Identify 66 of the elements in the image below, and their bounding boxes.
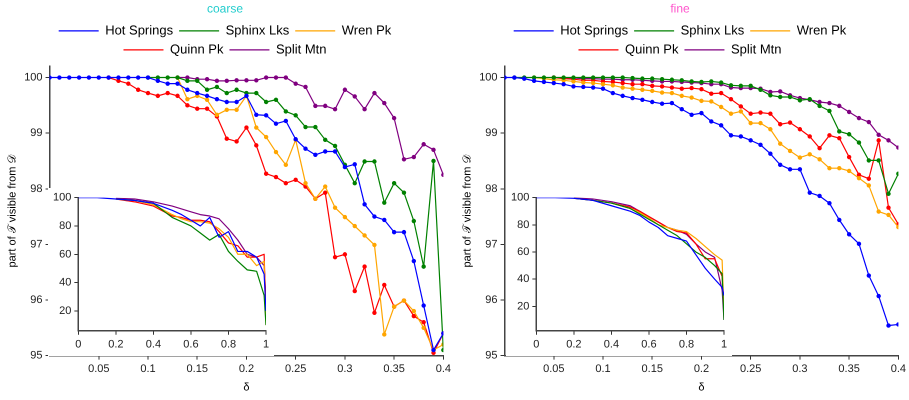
x-tick-label: 0.2 — [566, 338, 582, 350]
legend-label: Wren Pk — [342, 22, 392, 38]
x-tick-label: 0.3 — [337, 363, 353, 376]
legend-label: Split Mtn — [276, 41, 327, 56]
x-tick-label: 0.05 — [88, 363, 110, 376]
y-tick-label: 80 — [517, 218, 530, 231]
legend-label: Hot Springs — [105, 22, 174, 38]
y-tick-label: 100 — [510, 192, 530, 204]
legend-label: Hot Springs — [560, 22, 629, 38]
x-tick-label: 0.15 — [642, 363, 663, 376]
y-tick-label: 99 — [30, 127, 43, 140]
y-tick-label: 100 — [24, 72, 43, 84]
y-tick-label: 97 — [485, 238, 498, 250]
y-tick-label: 40 — [59, 276, 72, 289]
x-tick-label: 0.2 — [238, 363, 254, 376]
y-tick-label: 100 — [479, 72, 498, 84]
y-axis-title: part of 𝒯 visible from 𝒟 — [6, 154, 19, 268]
y-tick-label: 98 — [485, 182, 498, 195]
x-tick-label: 1 — [720, 338, 728, 350]
x-tick-label: 0.25 — [284, 363, 306, 376]
chart-title: fine — [670, 2, 690, 16]
x-tick-label: 0.4 — [604, 338, 620, 350]
y-tick-label: 20 — [59, 304, 72, 317]
y-tick-label: 96 — [485, 294, 498, 306]
y-tick-label: 100 — [52, 192, 72, 204]
y-tick-label: 60 — [517, 246, 530, 258]
legend-label: Quinn Pk — [624, 41, 679, 56]
x-axis-title: δ — [698, 381, 705, 394]
legend-label: Sphinx Lks — [226, 22, 290, 38]
y-tick-label: 99 — [485, 127, 498, 140]
x-tick-label: 0 — [533, 338, 540, 350]
legend-label: Split Mtn — [730, 41, 782, 56]
x-tick-label: 0.4 — [436, 363, 452, 376]
x-tick-label: 0.3 — [792, 363, 808, 376]
x-tick-label: 0.4 — [146, 338, 162, 350]
y-axis-title: part of 𝒯 visible from 𝒟 — [462, 154, 474, 268]
y-tick-label: 98 — [30, 182, 43, 195]
legend-label: Wren Pk — [796, 22, 847, 38]
x-tick-label: 0.1 — [595, 363, 611, 376]
x-axis-title: δ — [243, 381, 250, 394]
y-tick-label: 97 — [30, 238, 43, 250]
y-tick-label: 20 — [517, 300, 530, 312]
x-tick-label: 0.35 — [383, 363, 405, 376]
x-tick-label: 0.1 — [140, 363, 156, 376]
x-tick-label: 0.15 — [186, 363, 208, 376]
y-tick-label: 96 — [30, 294, 43, 306]
x-tick-label: 0 — [75, 338, 82, 350]
y-tick-label: 60 — [59, 248, 72, 260]
x-tick-label: 0.8 — [678, 338, 694, 350]
x-tick-label: 1 — [262, 338, 270, 350]
chart-title: coarse — [206, 2, 244, 16]
x-tick-label: 0.05 — [543, 363, 564, 376]
y-tick-label: 95 — [30, 350, 43, 362]
y-tick-label: 80 — [59, 220, 72, 232]
legend-label: Quinn Pk — [170, 41, 224, 56]
x-tick-label: 0.25 — [740, 363, 762, 376]
y-tick-label: 95 — [485, 350, 498, 362]
x-tick-label: 0.35 — [838, 363, 860, 376]
x-tick-label: 0.4 — [890, 363, 906, 376]
x-tick-label: 0.6 — [641, 338, 657, 350]
legend-label: Sphinx Lks — [680, 22, 745, 38]
x-tick-label: 0.2 — [108, 338, 124, 350]
x-tick-label: 0.8 — [220, 338, 236, 350]
y-tick-label: 40 — [517, 273, 530, 286]
x-tick-label: 0.6 — [183, 338, 199, 350]
x-tick-label: 0.2 — [694, 363, 710, 376]
